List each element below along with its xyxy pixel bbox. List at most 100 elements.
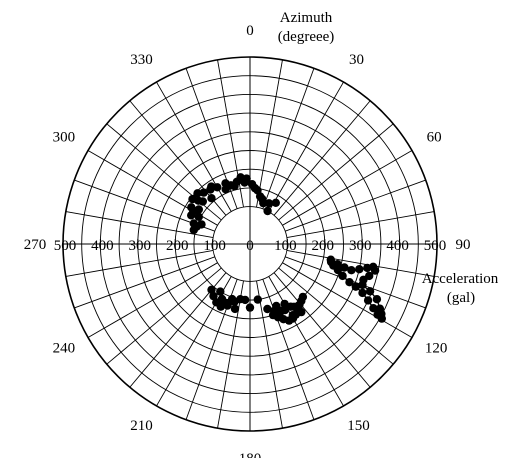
radial-tick-label-right: 100 [274,238,297,254]
azimuth-tick-label: 300 [53,130,76,146]
data-point [271,198,280,207]
radial-tick-label-left: 100 [203,238,226,254]
grid-spoke [273,272,371,388]
data-point [286,302,295,311]
data-point [216,287,225,296]
data-point [230,182,239,191]
data-point [189,225,198,235]
data-point [240,295,250,305]
radial-tick-label-right: 500 [424,238,447,254]
data-point [189,207,198,216]
data-point [209,291,218,301]
data-point [207,285,216,294]
data-point [373,310,382,319]
data-point [250,183,260,193]
data-point [268,310,278,320]
polar-grid [62,56,438,432]
azimuth-tick-label: 240 [53,341,76,357]
radial-tick-label-right: 400 [386,238,409,254]
data-point [345,278,354,287]
grid-spoke [262,68,315,210]
grid-spoke [284,179,426,232]
data-point [347,266,356,275]
grid-spoke [278,267,394,365]
data-point [240,178,249,187]
data-point [253,295,262,304]
data-point [227,294,237,304]
radial-tick-label-right: 0 [246,238,254,254]
data-point [194,196,203,205]
azimuth-tick-label: 90 [456,237,471,253]
azimuth-tick-label: 210 [130,418,153,434]
data-point [372,295,382,304]
acceleration-title-line1: Acceleration [422,271,499,287]
data-layer [187,173,386,325]
grid-spoke [268,81,344,212]
grid-spoke [273,100,371,216]
grid-spoke [268,276,344,407]
radial-tick-label-left: 200 [166,238,189,254]
radial-tick-label-left: 400 [91,238,114,254]
azimuth-title-line1: Azimuth [280,10,333,26]
radial-tick-label-left: 300 [129,238,152,254]
azimuth-tick-label: 30 [349,52,364,68]
grid-spoke [282,150,413,226]
azimuth-title-line2: (degreee) [278,29,335,45]
grid-spoke [256,59,283,208]
grid-spoke [217,280,244,429]
data-point [199,188,208,197]
data-point [363,296,373,305]
grid-spoke [284,256,426,309]
data-point [257,194,267,203]
grid-spoke [278,123,394,221]
data-point [207,194,216,203]
data-point [338,271,347,281]
radial-tick-label-right: 200 [312,238,335,254]
data-point [297,307,306,317]
data-point [222,298,231,308]
data-point [245,303,255,312]
grid-spoke [256,280,283,429]
grid-spoke [65,250,214,277]
grid-spoke [106,123,222,221]
data-point [355,265,364,274]
data-point [351,282,360,291]
azimuth-tick-label: 150 [347,418,370,434]
grid-spoke [74,256,216,309]
data-point [194,212,203,221]
azimuth-tick-label: 330 [130,52,153,68]
azimuth-tick-label: 180 [239,451,262,458]
data-point [263,304,272,314]
azimuth-tick-label: 0 [246,23,254,39]
data-point [264,199,274,208]
data-point [369,304,378,313]
data-point [193,189,202,198]
data-point [358,280,367,290]
grid-spoke [282,262,413,338]
data-point [340,263,349,272]
grid-spoke [286,250,435,277]
data-point [326,257,336,267]
grid-spoke [87,262,218,338]
azimuth-tick-label: 270 [24,237,47,253]
label-layer: Azimuth (degreee) Acceleration (gal) 0 30… [24,10,499,458]
azimuth-tick-label: 60 [427,130,442,146]
data-point [275,312,284,321]
radial-tick-label-right: 300 [349,238,372,254]
data-point [365,287,375,296]
data-point [275,306,284,315]
data-point [263,206,272,216]
data-point [370,266,380,275]
acceleration-title-line2: (gal) [447,290,475,306]
grid-spoke [262,278,315,420]
azimuth-tick-label: 120 [425,341,448,357]
radial-tick-label-left: 500 [54,238,77,254]
grid-spoke [65,211,214,238]
data-point [358,288,367,298]
grid-spoke [106,267,222,365]
data-point [207,182,216,191]
grid-spoke [286,211,435,238]
data-point [230,304,240,314]
data-point [221,179,230,188]
